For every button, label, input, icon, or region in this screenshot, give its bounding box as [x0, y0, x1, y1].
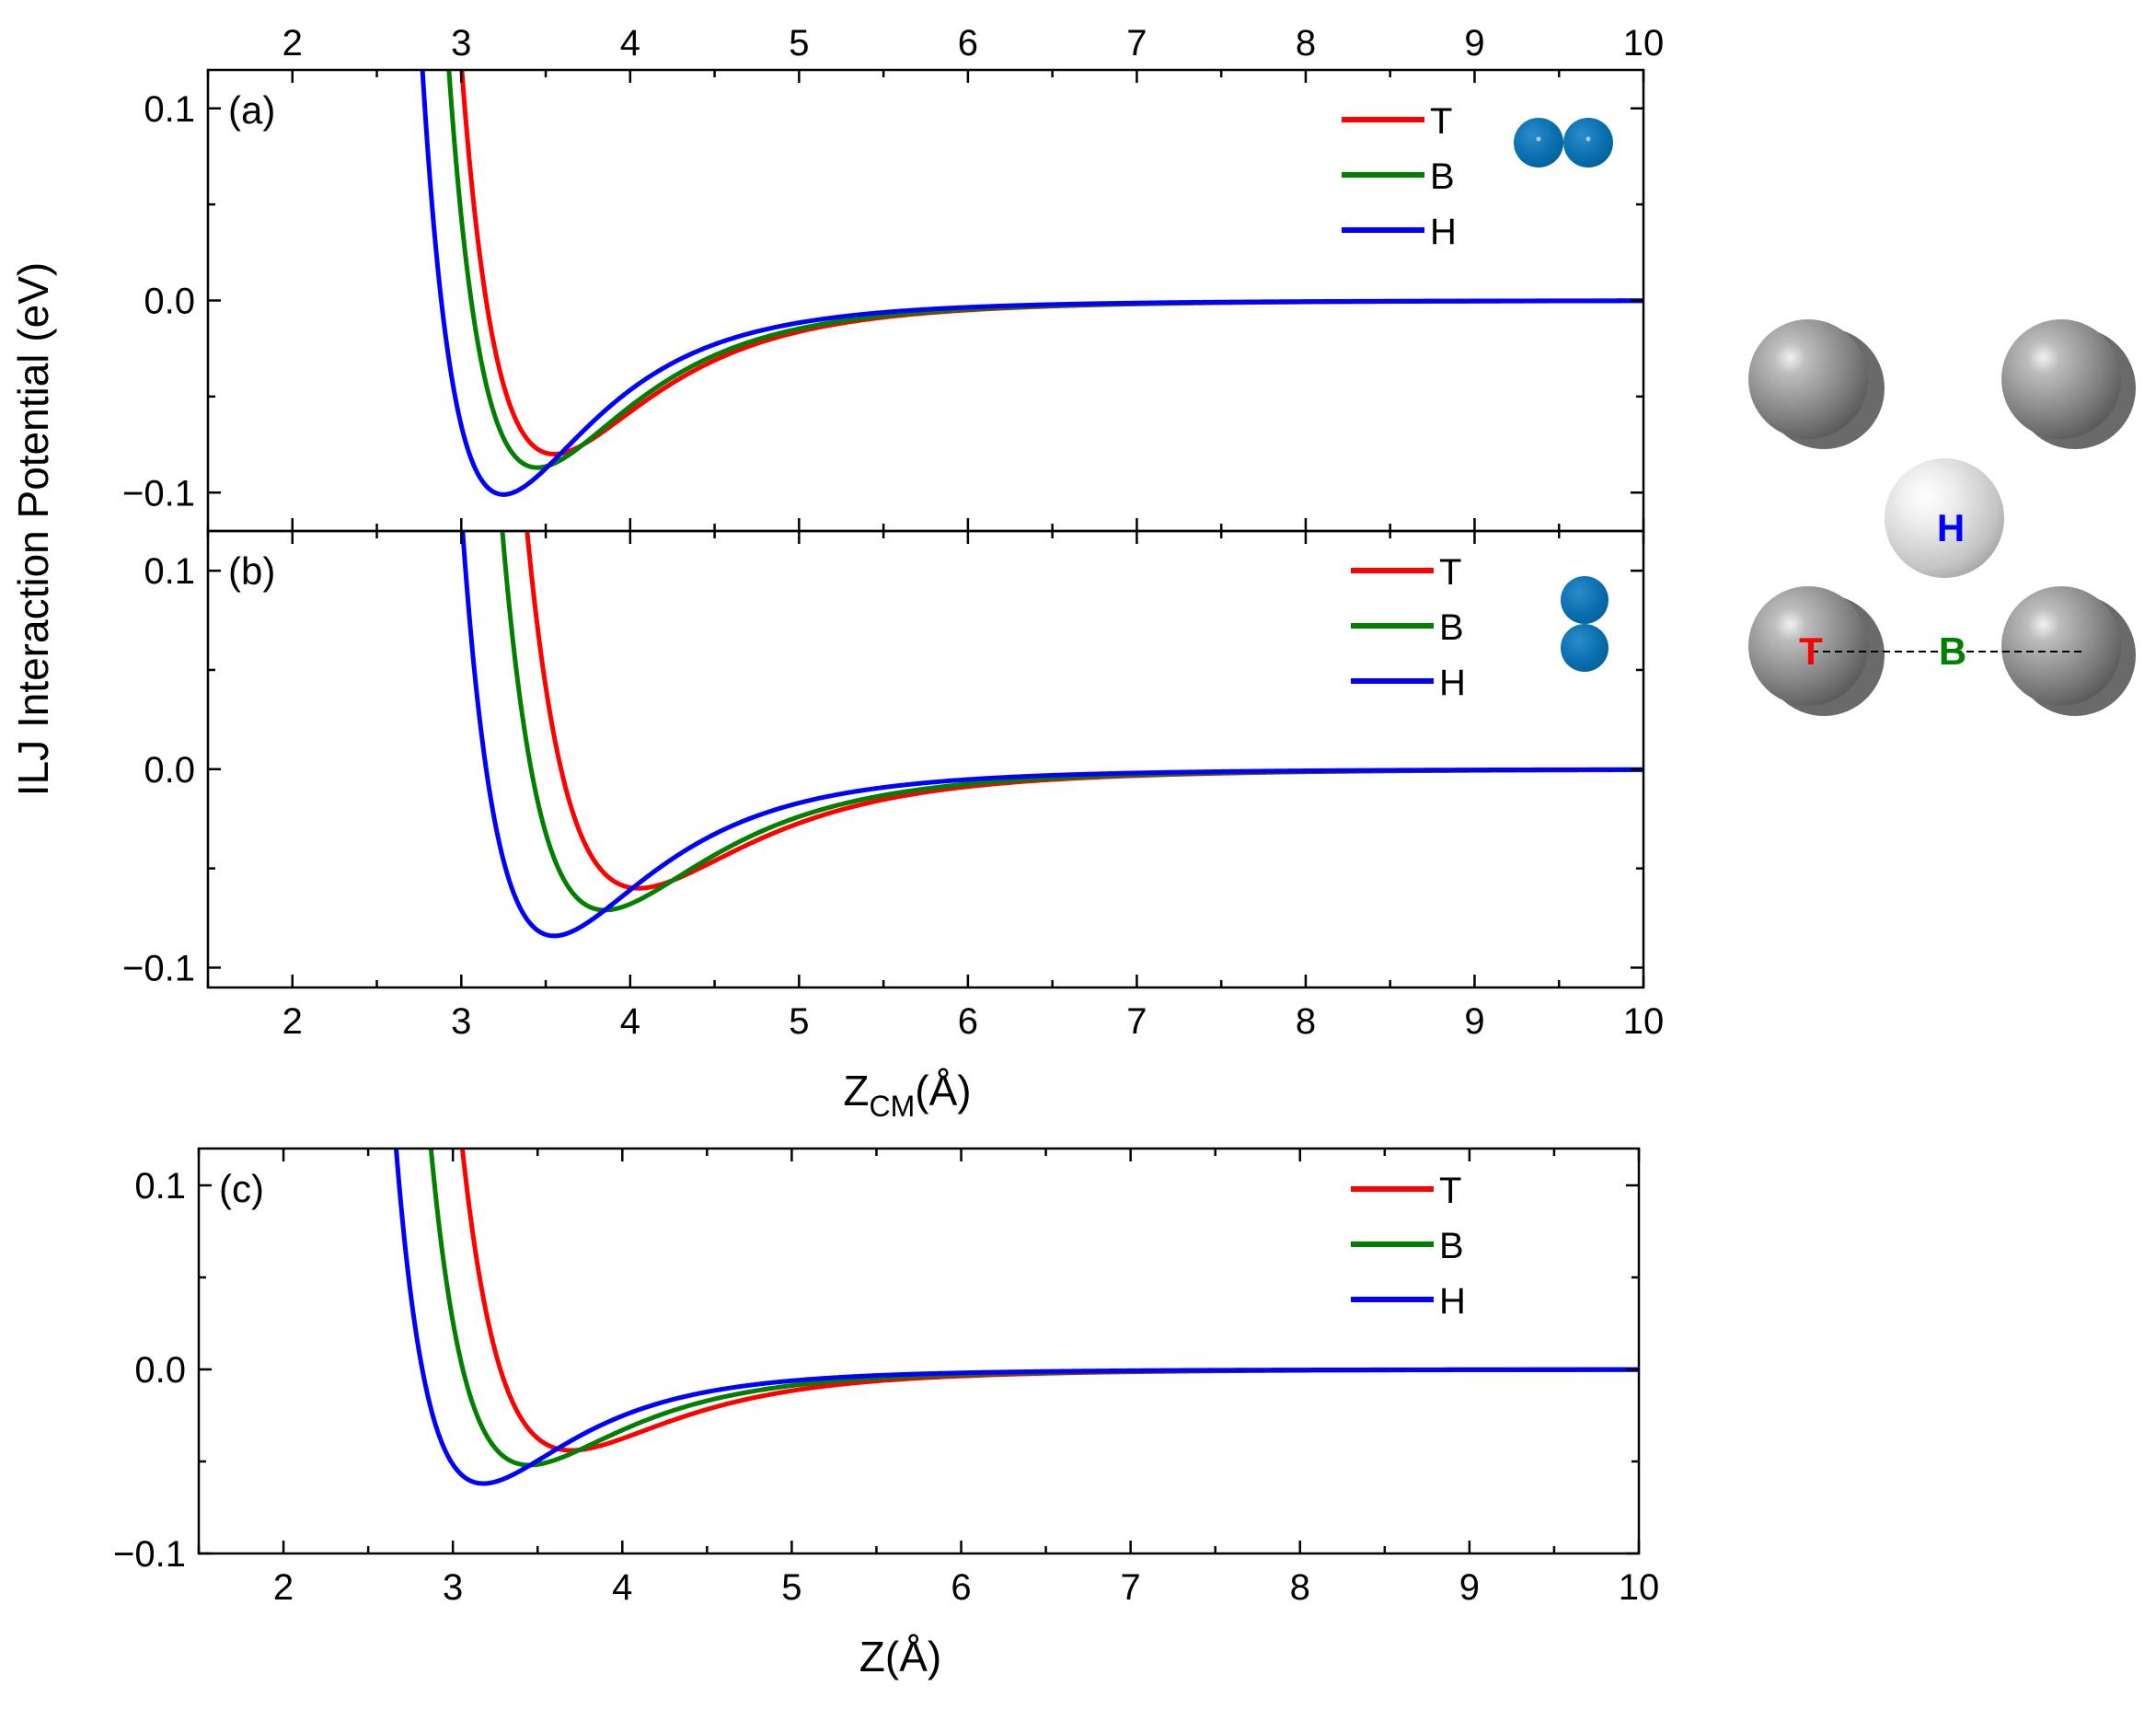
x-tick-label: 2 [282, 1001, 303, 1042]
x-tick-label: 10 [1619, 1567, 1660, 1608]
panel-label: (b) [228, 549, 275, 593]
molecule-atom-right [1563, 118, 1613, 167]
y-tick-label: −0.1 [122, 473, 195, 514]
surface-atom-top-right [2001, 319, 2121, 439]
legend-label-t: T [1430, 101, 1452, 142]
x-tick-label: 9 [1459, 1567, 1480, 1608]
surface-atom-bottom-right [2001, 586, 2121, 706]
x-tick-label: 3 [451, 1001, 471, 1042]
y-tick-label: 0.0 [134, 1350, 186, 1391]
legend-label-h: H [1439, 663, 1466, 703]
x-tick-label: 4 [620, 1001, 640, 1042]
molecule-atom-top [1561, 576, 1608, 624]
x-tick-label: 8 [1290, 1567, 1310, 1608]
panel-a: 2 3 4 5 6 7 8 9 10 −0.1 0.0 0.1 (a) TBH [122, 23, 1665, 533]
x-axis-title: Z(Å) [859, 1633, 941, 1680]
x-tick-label: 9 [1464, 1001, 1484, 1042]
legend-label-b: B [1430, 156, 1455, 197]
site-label-b: B [1939, 629, 1966, 673]
x-tick-label-top: 3 [451, 23, 471, 64]
legend-label-h: H [1439, 1281, 1466, 1322]
series-line-h [460, 531, 1643, 939]
panel-b: 2 3 4 5 6 7 8 9 10 −0.1 0.0 0.1 (b) TBH ZCM(Å) [122, 529, 1665, 1123]
surface-atom-bottom-left [1748, 586, 1868, 706]
x-tick-label: 7 [1126, 1001, 1147, 1042]
y-tick-label: 0.1 [144, 89, 195, 130]
plot-frame [197, 1147, 1641, 1555]
x-tick-label: 3 [443, 1567, 463, 1608]
legend-label-b: B [1439, 607, 1464, 648]
legend-label-h: H [1430, 212, 1457, 252]
x-tick-label: 6 [951, 1567, 971, 1608]
series-line-h [393, 1149, 1639, 1486]
y-tick-label: 0.0 [144, 750, 195, 791]
plot-frame [206, 529, 1645, 989]
y-tick-label: 0.1 [144, 551, 195, 592]
y-tick-label: 0.1 [134, 1166, 186, 1207]
legend-label-t: T [1439, 552, 1461, 593]
molecule-atom-left [1514, 118, 1563, 167]
molecule-atom-bottom [1561, 624, 1608, 672]
adsorption-site-diagram: H T B [1748, 319, 2136, 716]
y-axis-title: ILJ Interaction Potential (eV) [9, 262, 57, 796]
x-tick-label: 2 [273, 1567, 294, 1608]
x-tick-label-top: 5 [789, 23, 809, 64]
panel-label: (a) [228, 88, 275, 132]
x-tick-label: 5 [781, 1567, 801, 1608]
x-tick-label-top: 6 [958, 23, 978, 64]
x-tick-label-top: 8 [1296, 23, 1316, 64]
y-tick-label: −0.1 [113, 1534, 186, 1575]
x-axis-title: ZCM(Å) [843, 1067, 971, 1123]
y-tick-label: 0.0 [144, 282, 195, 322]
panel-c: 2 3 4 5 6 7 8 9 10 −0.1 0.0 0.1 (c) TBH Z(Å) [113, 1147, 1660, 1680]
x-tick-label: 5 [789, 1001, 809, 1042]
legend-label-t: T [1439, 1171, 1461, 1211]
x-tick-label: 4 [612, 1567, 632, 1608]
y-tick-label: −0.1 [122, 948, 195, 988]
molecule-highlight [1536, 136, 1541, 142]
panel-label: (c) [219, 1167, 264, 1210]
site-label-h: H [1937, 506, 1965, 549]
x-tick-label-top: 4 [620, 23, 640, 64]
legend-label-b: B [1439, 1226, 1464, 1266]
site-label-t: T [1799, 629, 1823, 673]
surface-atom-top-left [1748, 319, 1868, 439]
x-tick-label-top: 10 [1623, 23, 1665, 64]
x-tick-label: 7 [1121, 1567, 1141, 1608]
series-line-h [420, 70, 1643, 497]
x-tick-label: 8 [1296, 1001, 1316, 1042]
x-tick-label-top: 9 [1464, 23, 1484, 64]
subsurface-atom-hollow [1885, 458, 2004, 578]
x-tick-label-top: 7 [1126, 23, 1147, 64]
x-tick-label: 6 [958, 1001, 978, 1042]
x-tick-label-top: 2 [282, 23, 303, 64]
x-tick-label: 10 [1623, 1001, 1665, 1042]
molecule-highlight [1585, 136, 1591, 142]
